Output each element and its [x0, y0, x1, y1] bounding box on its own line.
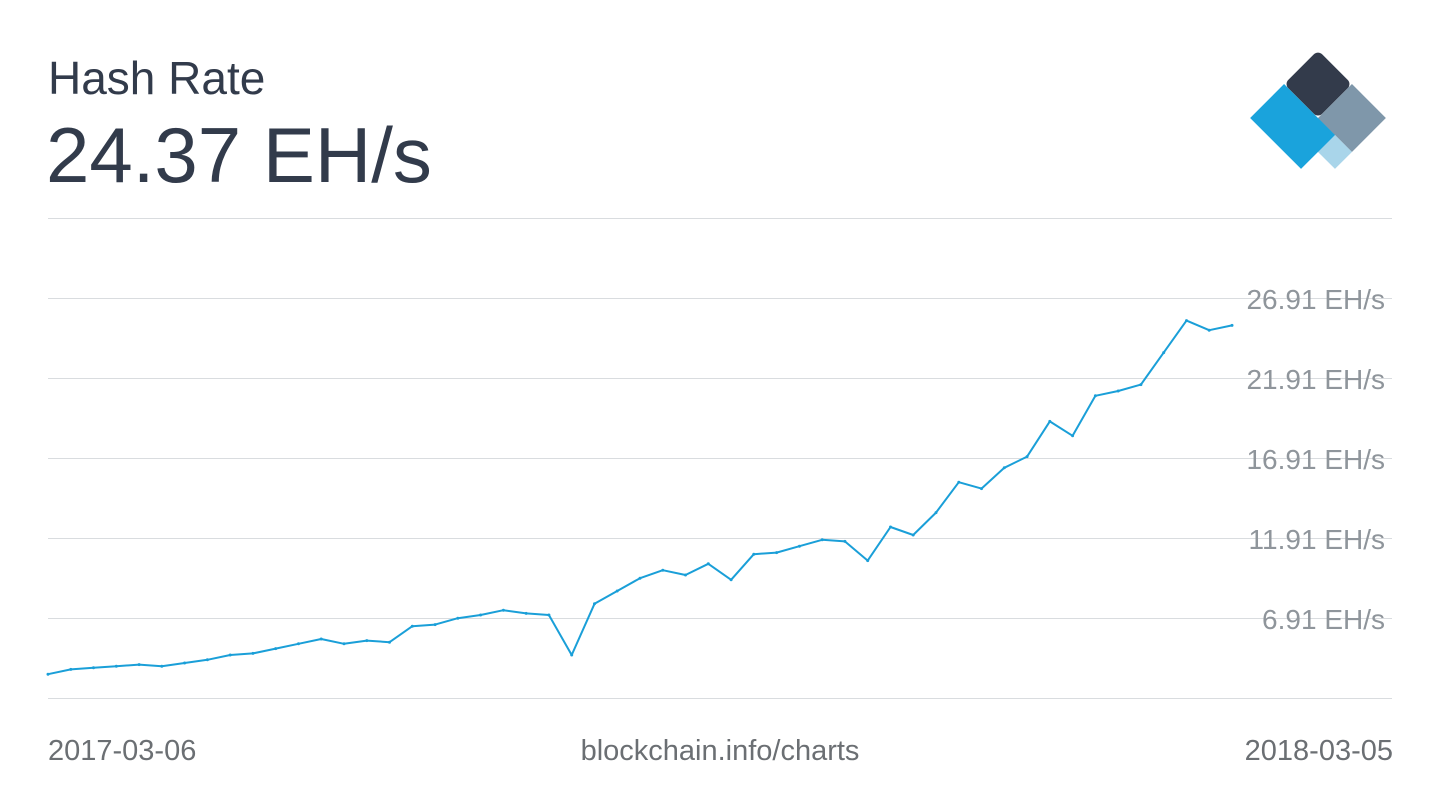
data-point [820, 538, 824, 542]
data-point [661, 568, 665, 572]
y-axis-tick-labels: 6.91 EH/s 11.91 EH/s 16.91 EH/s 21.91 EH/s 2… [1246, 284, 1385, 635]
data-point [752, 552, 756, 556]
data-point [615, 589, 619, 593]
blockchain-logo-icon [1250, 52, 1386, 169]
data-point [114, 664, 118, 668]
y-tick-label: 6.91 EH/s [1262, 604, 1385, 635]
data-point [570, 653, 574, 657]
y-tick-label: 16.91 EH/s [1246, 444, 1385, 475]
y-tick-label: 26.91 EH/s [1246, 284, 1385, 315]
chart-title: Hash Rate [48, 52, 266, 104]
data-point [433, 623, 437, 627]
data-point [1185, 319, 1188, 323]
current-hash-rate-value: 24.37 EH/s [46, 111, 432, 199]
data-point [228, 653, 232, 657]
data-point [1093, 394, 1097, 398]
data-point [319, 637, 323, 641]
data-point [388, 640, 391, 644]
data-point [160, 664, 164, 668]
data-point [706, 562, 710, 566]
data-point [410, 624, 414, 628]
data-point [1002, 466, 1006, 470]
y-tick-label: 21.91 EH/s [1246, 364, 1385, 395]
data-point [524, 611, 528, 615]
data-point [342, 642, 346, 646]
data-point [1116, 389, 1120, 393]
data-point [729, 578, 733, 582]
data-point [889, 525, 892, 529]
hash-rate-line [47, 319, 1233, 676]
hash-rate-series [46, 319, 1234, 676]
end-date-label: 2018-03-05 [1244, 735, 1393, 767]
data-point [547, 613, 551, 617]
data-point [1139, 383, 1143, 387]
data-point [843, 539, 847, 543]
data-point [684, 573, 687, 577]
data-point [934, 511, 938, 515]
data-point [866, 559, 870, 563]
data-point [957, 480, 961, 484]
data-point [69, 667, 73, 671]
data-point [797, 544, 801, 548]
data-point [1230, 323, 1234, 327]
data-point [1025, 455, 1029, 459]
chart-gridlines [48, 218, 1392, 699]
data-point [980, 487, 983, 491]
data-point [479, 613, 483, 617]
data-point [911, 533, 915, 537]
data-point [205, 658, 209, 662]
data-point [456, 616, 460, 620]
data-point [1048, 419, 1052, 423]
data-point [593, 602, 596, 606]
logo-dark-tile [1286, 52, 1350, 116]
data-point [274, 647, 278, 651]
data-point [1162, 351, 1166, 355]
data-point [46, 672, 50, 676]
y-tick-label: 11.91 EH/s [1249, 524, 1385, 555]
source-link[interactable]: blockchain.info/charts [580, 735, 860, 767]
data-point [638, 576, 642, 580]
data-point [251, 651, 255, 655]
logo-blue-tile [1250, 84, 1335, 169]
data-point [365, 639, 369, 643]
start-date-label: 2017-03-06 [48, 735, 197, 767]
data-point [1207, 328, 1211, 332]
data-point [183, 661, 187, 665]
data-point [501, 608, 505, 612]
data-point [92, 666, 95, 670]
data-point [137, 663, 141, 667]
data-point [297, 642, 300, 646]
data-point [775, 551, 779, 555]
data-point [1071, 434, 1075, 438]
